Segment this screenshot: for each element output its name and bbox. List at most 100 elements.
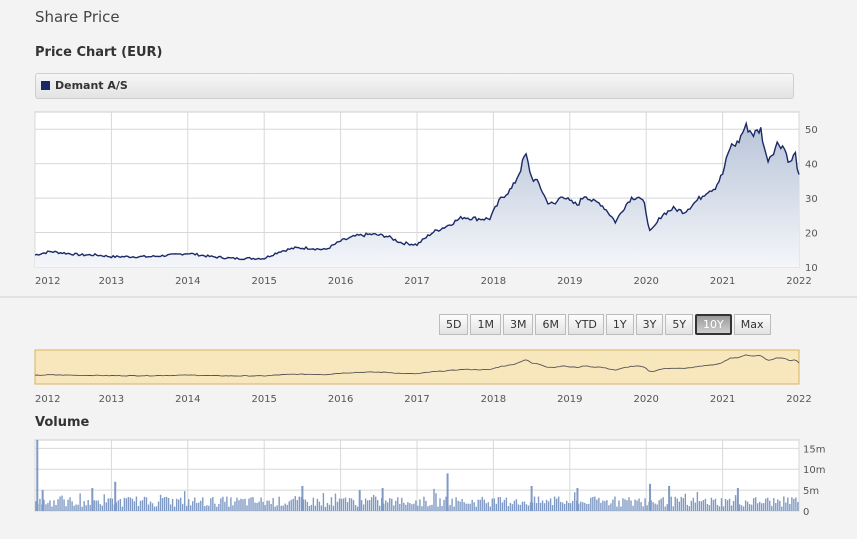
volume-bar <box>722 506 725 511</box>
volume-bar <box>196 503 198 511</box>
volume-bar <box>606 500 608 511</box>
x-tick-label: 2016 <box>328 276 353 287</box>
volume-bar <box>692 497 695 511</box>
period-button-1m[interactable]: 1M <box>470 314 501 335</box>
volume-bar <box>758 501 761 511</box>
volume-bar <box>539 502 542 511</box>
navigator-chart[interactable]: 2012 2013 2014 2015 2016 2017 2018 2019 2020 2021… <box>0 340 857 410</box>
volume-bar <box>338 498 341 511</box>
volume-bar <box>242 499 244 511</box>
volume-bar <box>181 504 184 511</box>
volume-bar <box>99 504 101 511</box>
volume-spike <box>668 485 671 511</box>
volume-bar <box>161 498 164 511</box>
volume-bar <box>652 502 654 511</box>
volume-bar <box>254 502 256 511</box>
volume-bar <box>326 502 329 511</box>
volume-bar <box>636 500 638 511</box>
volume-bar <box>256 502 258 511</box>
volume-bar <box>411 504 413 511</box>
volume-bar <box>167 497 170 511</box>
period-button-5d[interactable]: 5D <box>439 314 469 335</box>
volume-bar <box>646 505 648 511</box>
period-button-ytd[interactable]: YTD <box>567 314 604 335</box>
y-tick-label: 10 <box>805 263 818 274</box>
volume-bar <box>368 499 371 511</box>
price-chart[interactable]: 2012 2013 2014 2015 2016 2017 2018 2019 2020 2021… <box>0 0 857 300</box>
volume-bar <box>754 497 757 511</box>
period-button-3y[interactable]: 3Y <box>635 314 664 335</box>
volume-bar <box>47 502 49 511</box>
volume-bar <box>423 496 425 511</box>
volume-bar <box>477 499 479 511</box>
volume-bar <box>220 498 222 511</box>
period-button-1y[interactable]: 1Y <box>605 314 634 335</box>
volume-bar <box>429 505 431 511</box>
volume-y-tick: 5m <box>803 486 819 497</box>
volume-bar <box>129 497 132 511</box>
volume-bar <box>678 501 680 511</box>
legend-label[interactable]: Demant A/S <box>55 79 128 92</box>
volume-bar <box>399 503 401 511</box>
volume-bar <box>584 502 586 511</box>
volume-bar <box>574 492 576 511</box>
volume-bar <box>252 497 254 511</box>
volume-bar <box>397 497 399 511</box>
volume-bar <box>294 496 296 511</box>
volume-bar <box>620 506 622 511</box>
y-tick-label: 50 <box>805 125 818 136</box>
period-button-6m[interactable]: 6M <box>535 314 566 335</box>
volume-bar <box>680 496 682 511</box>
volume-bar <box>214 503 216 511</box>
volume-bar <box>192 501 194 511</box>
volume-spike <box>41 490 44 511</box>
navigator-tick-label: 2016 <box>328 394 353 405</box>
volume-bar <box>284 503 286 511</box>
volume-bar <box>171 498 174 511</box>
volume-bar <box>419 499 421 511</box>
volume-bar <box>425 500 427 511</box>
period-button-10y[interactable]: 10Y <box>695 314 732 335</box>
period-button-5y[interactable]: 5Y <box>665 314 694 335</box>
volume-bar <box>163 497 166 511</box>
volume-bar <box>280 505 282 511</box>
volume-bar <box>608 505 610 511</box>
period-button-3m[interactable]: 3M <box>502 314 534 335</box>
volume-bar <box>513 500 516 511</box>
navigator-tick-label: 2012 <box>35 394 60 405</box>
volume-bar <box>511 504 514 511</box>
volume-bar <box>728 498 731 511</box>
volume-bar <box>644 498 646 511</box>
volume-bar <box>67 499 69 511</box>
volume-bar <box>272 498 274 511</box>
volume-bar <box>57 499 59 511</box>
volume-y-tick: 15m <box>803 444 825 455</box>
volume-bar <box>752 498 755 511</box>
volume-bar <box>344 497 347 511</box>
volume-bar <box>298 496 300 511</box>
volume-bar <box>385 500 387 511</box>
volume-bar <box>756 503 759 511</box>
volume-bar <box>415 500 417 511</box>
volume-bar <box>360 500 363 511</box>
volume-bar <box>787 497 789 511</box>
volume-bar <box>748 504 751 511</box>
volume-bar <box>672 506 674 511</box>
volume-spike <box>530 485 533 511</box>
volume-bar <box>465 503 467 511</box>
volume-bar <box>565 500 568 511</box>
volume-bar <box>238 500 240 511</box>
volume-bar <box>304 499 307 511</box>
volume-spike <box>36 440 39 511</box>
volume-bar <box>797 502 799 511</box>
volume-bar <box>541 500 544 511</box>
period-button-max[interactable]: Max <box>733 314 771 335</box>
volume-bar <box>734 495 737 511</box>
navigator-range <box>34 349 800 385</box>
volume-bar <box>604 501 606 511</box>
volume-bar <box>491 498 493 511</box>
y-tick-label: 20 <box>805 229 818 240</box>
volume-bar <box>318 501 321 511</box>
volume-bar <box>600 502 602 511</box>
volume-bar <box>218 503 220 511</box>
